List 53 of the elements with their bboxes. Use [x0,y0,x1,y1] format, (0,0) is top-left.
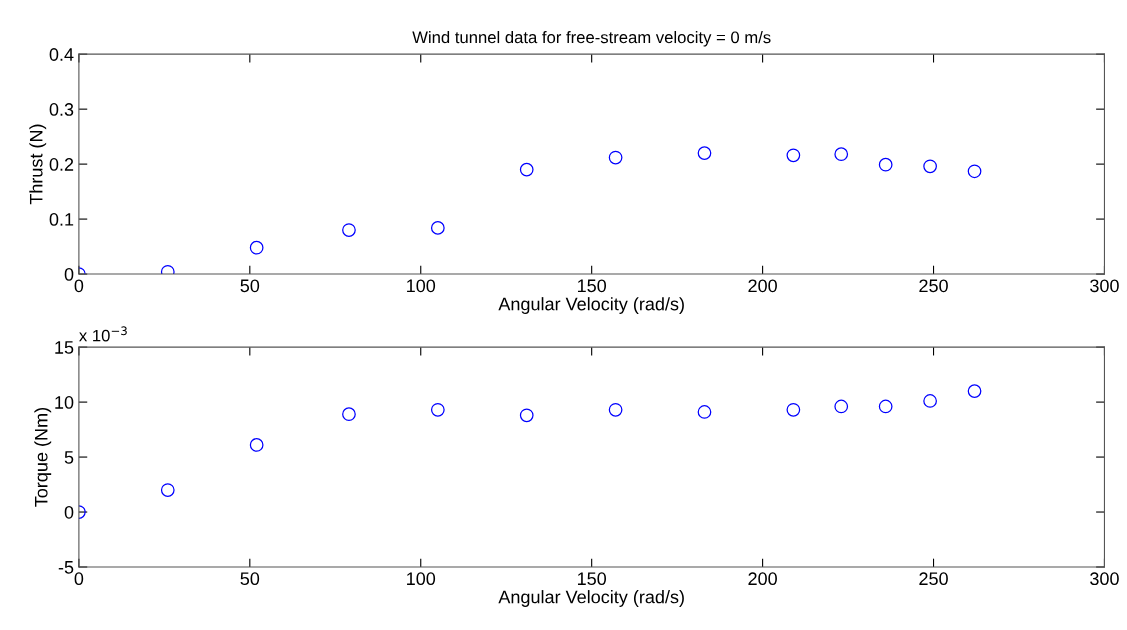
point [834,399,849,414]
y-tick-label: 0 [64,267,74,281]
x-tick-label: 50 [240,279,260,293]
point [878,399,893,414]
point [160,483,175,497]
point [967,164,982,179]
y-tick-label: 0 [64,505,74,519]
point [519,162,534,177]
point [923,159,937,174]
point [967,384,982,398]
point [430,402,445,417]
x-tick-label: 300 [1090,279,1119,293]
point [834,147,849,162]
point [342,223,356,237]
x-tick-label: 0 [74,279,84,293]
point [608,402,623,417]
y-tick-label: 0.1 [49,213,74,226]
point [786,402,801,417]
x-tick-label: 0 [74,572,84,586]
point [249,438,264,452]
x-tick-label: 100 [407,279,436,293]
y-axis-title: Thrust (N) [29,124,47,205]
y-axis-title: Torque (Nm) [34,408,52,507]
point [923,394,937,408]
y-tick-label: 5 [64,451,74,464]
point [878,157,893,172]
y-tick-label: 0.4 [49,48,74,61]
x-tick-label: 200 [748,572,777,586]
text: x 10$^{−3}$ [79,326,127,342]
point [342,407,356,422]
x-tick-label: 50 [240,572,260,586]
point [519,408,534,423]
x-tick-label: 300 [1090,572,1119,586]
x-tick-label: 150 [577,572,607,586]
point [786,148,801,163]
point [697,405,712,419]
x-tick-label: 250 [919,279,948,293]
x-axis-title: Angular Velocity (rad/s) [498,590,684,607]
x-tick-label: 250 [919,572,948,586]
y-tick-label: 0.3 [49,103,74,116]
y-tick-label: 10 [55,396,74,409]
y-tick-label: -5 [58,561,74,574]
x-tick-label: 100 [407,572,436,586]
y-tick-label: 15 [55,341,74,354]
point [430,221,445,235]
point [697,146,712,160]
y-tick-label: 0.2 [49,158,74,171]
chart-title: Wind tunnel data for free-stream velocity = 0 m/s [412,30,771,47]
x-tick-label: 200 [748,279,777,293]
point [608,150,623,165]
point [249,240,264,255]
x-tick-label: 150 [577,279,607,293]
x-axis-title: Angular Velocity (rad/s) [498,297,684,314]
